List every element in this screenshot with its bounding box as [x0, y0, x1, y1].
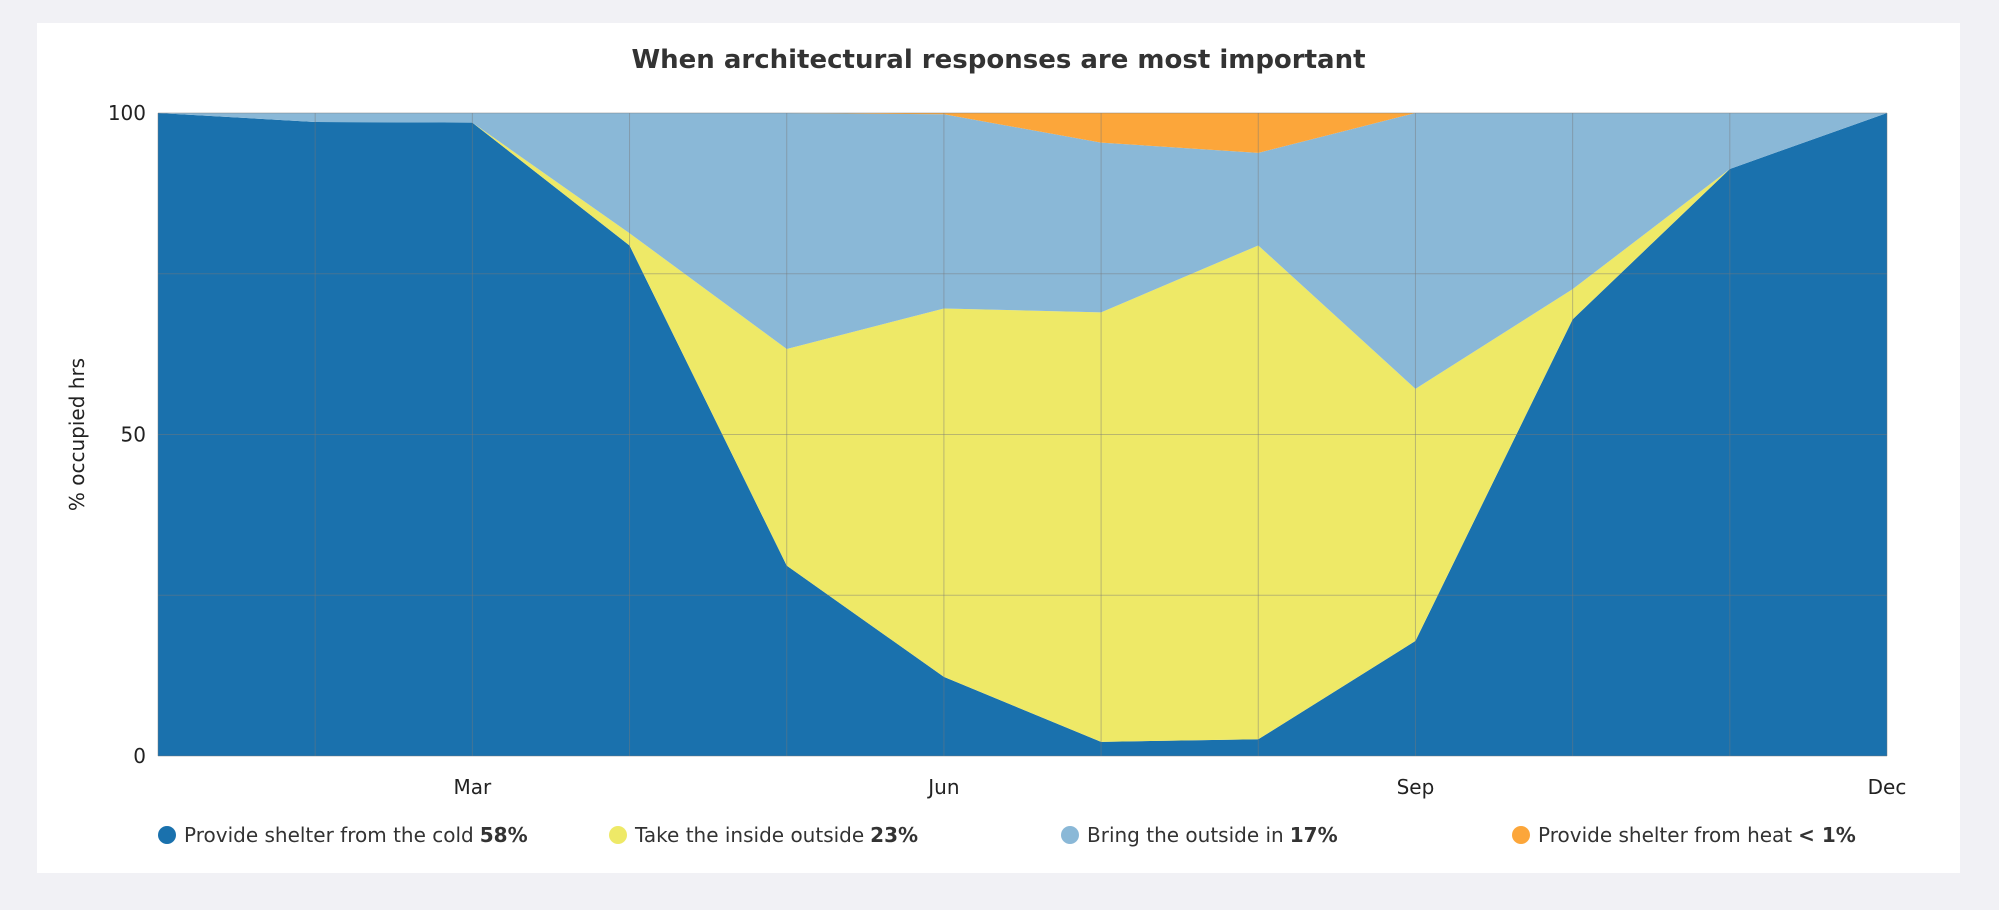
x-tick-label: Dec [1868, 775, 1907, 799]
stacked-area-chart: 0 50 100 Mar Jun Sep Dec % occupied hrs [65, 101, 1907, 799]
legend-label: Provide shelter from heat [1538, 823, 1793, 847]
legend-label: Take the inside outside [635, 823, 865, 847]
legend-marker-icon [609, 826, 627, 844]
y-tick-label: 50 [121, 423, 146, 447]
y-tick-label: 0 [133, 744, 146, 768]
legend-share: < 1% [1798, 823, 1856, 847]
legend-marker-icon [1061, 826, 1079, 844]
legend-item[interactable]: Provide shelter from the cold 58% [158, 823, 528, 847]
area-series-4 [158, 113, 1887, 153]
x-tick-label: Mar [453, 775, 492, 799]
y-axis-label: % occupied hrs [65, 358, 89, 511]
legend-share: 17% [1289, 823, 1338, 847]
legend-label: Provide shelter from the cold [184, 823, 474, 847]
legend-item[interactable]: Provide shelter from heat < 1% [1512, 823, 1856, 847]
x-tick-label: Sep [1397, 775, 1435, 799]
y-tick-label: 100 [108, 101, 146, 125]
legend-item[interactable]: Take the inside outside 23% [609, 823, 918, 847]
legend-item[interactable]: Bring the outside in 17% [1061, 823, 1338, 847]
chart-card: When architectural responses are most im… [37, 23, 1960, 873]
chart-title: When architectural responses are most im… [631, 45, 1366, 75]
legend-share: 58% [479, 823, 528, 847]
legend-marker-icon [158, 826, 176, 844]
legend-label: Bring the outside in [1087, 823, 1284, 847]
legend-marker-icon [1512, 826, 1530, 844]
area-series-1 [158, 113, 1887, 756]
area-series-3 [158, 113, 1887, 389]
x-tick-label: Jun [926, 775, 959, 799]
area-series-2 [158, 113, 1887, 742]
legend-share: 23% [870, 823, 919, 847]
